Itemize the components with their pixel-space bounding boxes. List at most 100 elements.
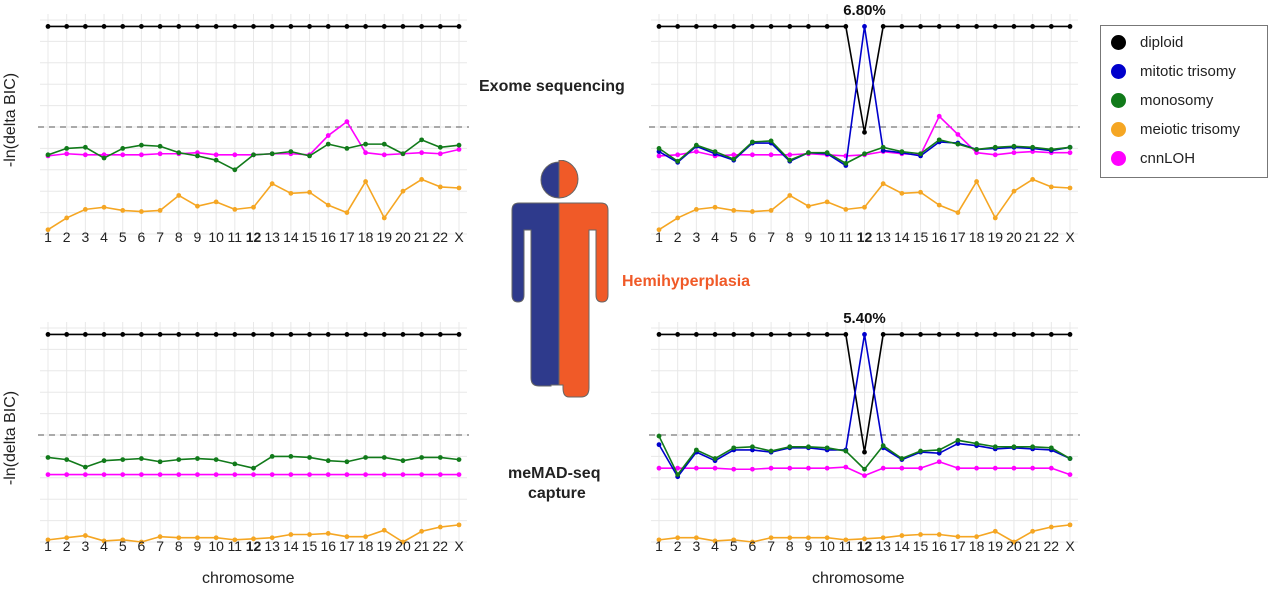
data-point-diploid (693, 24, 699, 29)
data-point-diploid (862, 449, 867, 455)
data-point-meiotic_trisomy (1011, 188, 1017, 194)
x-tick-label: 8 (175, 229, 183, 245)
data-point-meiotic_trisomy (824, 535, 830, 541)
x-tick-label: 18 (358, 229, 374, 245)
data-point-cnnLOH (419, 472, 425, 477)
data-point-cnnLOH (787, 152, 793, 158)
x-tick-label: 18 (358, 538, 374, 554)
data-point-meiotic_trisomy (675, 215, 681, 221)
x-tick-label: 4 (100, 229, 108, 245)
data-point-cnnLOH (307, 472, 312, 477)
data-point-monosomy (437, 144, 443, 150)
x-tick-label: 3 (81, 538, 89, 554)
data-point-cnnLOH (213, 152, 219, 158)
data-point-cnnLOH (1011, 150, 1017, 156)
data-point-cnnLOH (1030, 465, 1036, 471)
data-point-monosomy (419, 137, 425, 143)
data-point-monosomy (176, 150, 182, 156)
data-point-monosomy (363, 455, 368, 460)
data-point-diploid (176, 332, 182, 337)
data-point-cnnLOH (918, 465, 923, 471)
y-axis-label-top: -ln(delta BIC) (2, 72, 19, 168)
data-point-diploid (307, 332, 312, 337)
x-tick-label: 10 (208, 538, 224, 554)
data-point-diploid (675, 332, 681, 337)
data-point-cnnLOH (974, 465, 979, 471)
data-point-mitotic_trisomy (656, 442, 662, 448)
data-point-monosomy (712, 149, 718, 155)
data-point-monosomy (899, 456, 905, 461)
data-point-meiotic_trisomy (419, 528, 425, 534)
data-point-monosomy (1067, 144, 1073, 150)
data-point-cnnLOH (456, 147, 462, 152)
data-point-monosomy (157, 459, 163, 465)
data-point-cnnLOH (381, 472, 387, 477)
legend-label: cnnLOH (1140, 149, 1196, 167)
data-point-meiotic_trisomy (787, 193, 793, 198)
data-point-meiotic_trisomy (899, 533, 905, 538)
data-point-monosomy (64, 457, 70, 463)
data-point-cnnLOH (768, 465, 774, 471)
data-point-monosomy (1011, 444, 1017, 450)
data-point-meiotic_trisomy (381, 215, 387, 221)
x-tick-label: 22 (433, 538, 449, 554)
x-tick-label: 20 (395, 229, 411, 245)
data-point-meiotic_trisomy (139, 209, 144, 214)
x-tick-label: 14 (283, 538, 299, 554)
data-point-cnnLOH (195, 472, 200, 477)
data-point-diploid (45, 24, 51, 29)
data-point-meiotic_trisomy (101, 538, 107, 544)
data-point-diploid (768, 332, 774, 337)
data-point-monosomy (955, 141, 961, 147)
data-point-cnnLOH (232, 472, 238, 477)
x-tick-label: 19 (376, 229, 392, 245)
data-point-diploid (880, 24, 886, 29)
data-point-diploid (824, 24, 830, 29)
data-point-monosomy (120, 457, 126, 463)
data-point-diploid (992, 24, 998, 29)
data-point-diploid (176, 24, 182, 29)
data-point-cnnLOH (363, 472, 368, 477)
x-tick-label: 13 (264, 538, 280, 554)
data-point-diploid (862, 129, 867, 135)
data-point-diploid (787, 332, 793, 337)
x-tick-label: X (454, 229, 464, 245)
x-tick-label: 5 (730, 538, 738, 554)
data-point-cnnLOH (101, 472, 107, 477)
x-tick-label: 4 (711, 229, 719, 245)
x-axis-label-right: chromosome (812, 570, 905, 587)
x-tick-label: X (454, 538, 464, 554)
data-point-monosomy (974, 147, 979, 152)
data-point-monosomy (325, 141, 331, 147)
legend-swatch (1111, 92, 1126, 108)
data-point-cnnLOH (731, 466, 737, 472)
data-point-diploid (288, 24, 294, 29)
data-point-meiotic_trisomy (768, 208, 774, 213)
data-point-cnnLOH (862, 473, 867, 479)
x-tick-label: 16 (320, 538, 336, 554)
data-point-diploid (955, 24, 961, 29)
person-left-half-body (511, 202, 560, 387)
data-point-cnnLOH (992, 465, 998, 471)
data-point-diploid (936, 24, 942, 29)
legend-item-monosomy: monosomy (1111, 89, 1213, 111)
data-point-cnnLOH (157, 472, 163, 477)
legend: diploid mitotic trisomy monosomy meiotic… (1100, 25, 1268, 178)
data-point-cnnLOH (288, 472, 294, 477)
data-point-monosomy (195, 456, 200, 461)
data-point-meiotic_trisomy (195, 203, 200, 209)
data-point-meiotic_trisomy (750, 539, 755, 545)
legend-item-diploid: diploid (1111, 31, 1183, 53)
data-point-meiotic_trisomy (955, 210, 961, 216)
data-point-monosomy (381, 141, 387, 147)
data-point-diploid (157, 24, 163, 29)
data-point-diploid (288, 332, 294, 337)
data-point-meiotic_trisomy (1030, 528, 1036, 534)
data-point-cnnLOH (251, 472, 256, 477)
data-point-meiotic_trisomy (344, 210, 350, 216)
data-point-diploid (381, 332, 387, 337)
x-tick-label: 14 (283, 229, 299, 245)
data-point-diploid (918, 332, 923, 337)
data-point-meiotic_trisomy (750, 209, 755, 214)
data-point-cnnLOH (899, 465, 905, 471)
